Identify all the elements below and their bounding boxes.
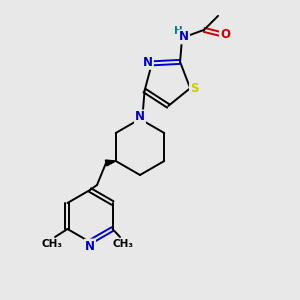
Text: CH₃: CH₃ [112, 239, 134, 249]
Text: N: N [85, 239, 95, 253]
Text: N: N [179, 30, 189, 44]
Text: H: H [174, 26, 182, 36]
Text: O: O [220, 28, 230, 41]
Text: S: S [190, 82, 198, 95]
Text: N: N [143, 56, 153, 69]
Polygon shape [105, 160, 116, 166]
Text: CH₃: CH₃ [41, 239, 62, 249]
Text: N: N [135, 110, 145, 124]
